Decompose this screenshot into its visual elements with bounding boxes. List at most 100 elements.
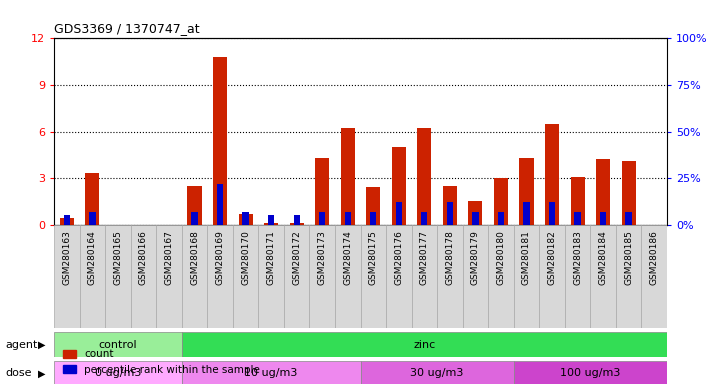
Text: control: control [99,339,137,350]
Bar [54,332,182,357]
Bar [85,174,99,225]
Bar [63,215,70,225]
Bar [360,361,513,384]
Bar [79,225,105,328]
Bar [565,225,590,328]
Text: GSM280170: GSM280170 [241,230,250,285]
Bar [469,201,482,225]
Text: GSM280181: GSM280181 [522,230,531,285]
Bar [396,202,402,225]
Text: GSM280177: GSM280177 [420,230,429,285]
Text: GSM280180: GSM280180 [497,230,505,285]
Bar [360,225,386,328]
Text: GSM280182: GSM280182 [547,230,557,285]
Bar [54,361,182,384]
Bar [513,361,667,384]
Bar [596,159,610,225]
Bar [523,202,530,225]
Text: GSM280174: GSM280174 [343,230,353,285]
Text: GSM280165: GSM280165 [113,230,123,285]
Bar [447,202,453,225]
Bar [345,212,351,225]
Bar [182,361,360,384]
Bar [182,225,208,328]
Bar [622,161,636,225]
Bar [315,158,329,225]
Text: GSM280184: GSM280184 [598,230,608,285]
Bar [570,177,585,225]
Bar [341,128,355,225]
Bar [575,212,580,225]
Text: GSM280186: GSM280186 [650,230,659,285]
Bar [421,212,428,225]
Text: GSM280179: GSM280179 [471,230,480,285]
Bar [494,178,508,225]
Text: GSM280178: GSM280178 [446,230,454,285]
Bar [549,202,555,225]
Bar [472,212,479,225]
Bar [319,212,325,225]
Bar [131,225,156,328]
Bar [370,212,376,225]
Bar [600,212,606,225]
Bar [293,215,300,225]
Text: GDS3369 / 1370747_at: GDS3369 / 1370747_at [54,22,200,35]
Bar [463,225,488,328]
Bar [89,212,96,225]
Bar [290,223,304,225]
Text: dose: dose [5,368,32,379]
Bar [264,223,278,225]
Bar [519,158,534,225]
Text: 30 ug/m3: 30 ug/m3 [410,368,464,379]
Bar [239,214,252,225]
Bar [386,225,412,328]
Bar [309,225,335,328]
Bar [625,212,632,225]
Bar [616,225,642,328]
Text: GSM280167: GSM280167 [164,230,174,285]
Bar [488,225,514,328]
Bar [335,225,360,328]
Text: GSM280168: GSM280168 [190,230,199,285]
Text: GSM280173: GSM280173 [318,230,327,285]
Text: GSM280176: GSM280176 [394,230,403,285]
Bar [539,225,565,328]
Text: GSM280164: GSM280164 [88,230,97,285]
Text: GSM280163: GSM280163 [62,230,71,285]
Text: GSM280171: GSM280171 [267,230,275,285]
Text: GSM280175: GSM280175 [368,230,378,285]
Text: ▶: ▶ [38,339,45,350]
Bar [642,225,667,328]
Bar [156,225,182,328]
Bar [284,225,309,328]
Text: zinc: zinc [413,339,435,350]
Text: GSM280166: GSM280166 [139,230,148,285]
Bar [217,184,224,225]
Text: 10 ug/m3: 10 ug/m3 [244,368,298,379]
Legend: count, percentile rank within the sample: count, percentile rank within the sample [59,345,265,379]
Bar [182,332,667,357]
Bar [443,186,457,225]
Text: GSM280183: GSM280183 [573,230,582,285]
Bar [497,212,504,225]
Bar [590,225,616,328]
Text: GSM280185: GSM280185 [624,230,633,285]
Text: 0 ug/m3: 0 ug/m3 [94,368,141,379]
Bar [258,225,284,328]
Bar [187,186,202,225]
Bar [208,225,233,328]
Text: 100 ug/m3: 100 ug/m3 [560,368,621,379]
Bar [60,218,74,225]
Bar [54,225,79,328]
Text: ▶: ▶ [38,368,45,379]
Bar [366,187,380,225]
Bar [513,225,539,328]
Bar [437,225,463,328]
Text: agent: agent [5,339,37,350]
Bar [412,225,437,328]
Bar [417,128,431,225]
Bar [545,124,559,225]
Bar [105,225,131,328]
Bar [191,212,198,225]
Text: GSM280169: GSM280169 [216,230,224,285]
